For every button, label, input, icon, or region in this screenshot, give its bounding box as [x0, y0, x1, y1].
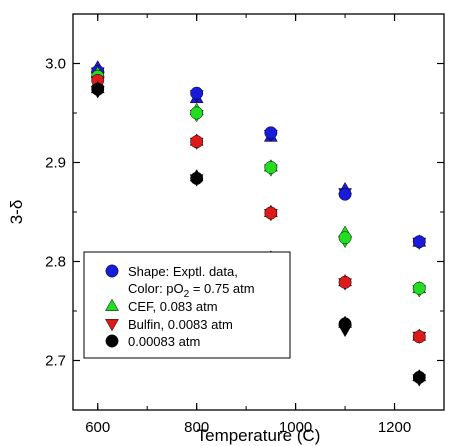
x-tick-label: 1200	[378, 419, 411, 436]
x-tick-label: 1000	[279, 419, 312, 436]
legend-entry: CEF, 0.083 atm	[105, 298, 218, 314]
x-tick-label: 800	[184, 419, 209, 436]
legend-entry: 0.00083 atm	[105, 334, 200, 349]
circle-marker	[190, 106, 204, 120]
y-tick-label: 2.8	[45, 254, 66, 271]
legend-marker	[105, 264, 119, 278]
y-tick-label: 2.7	[45, 353, 66, 370]
circle-marker	[412, 281, 426, 295]
legend: Shape: Exptl. data, Color: pO2 = 0.75 atm…	[83, 251, 291, 359]
legend-marker	[105, 334, 119, 348]
x-axis-label: Temperature (C)	[197, 426, 321, 445]
circle-marker	[338, 317, 352, 331]
x-tick-label: 600	[85, 419, 110, 436]
circle-marker	[412, 235, 426, 249]
circle-marker	[190, 86, 204, 100]
legend-entry: Bulfin, 0.0083 atm	[105, 317, 233, 332]
y-axis-label: 3-δ	[7, 200, 26, 225]
legend-marker	[105, 319, 119, 332]
data-markers	[90, 60, 427, 387]
legend-label: Shape: Exptl. data,	[128, 264, 238, 279]
circle-marker	[190, 135, 204, 149]
legend-marker	[105, 298, 119, 311]
y-tick-label: 3.0	[45, 56, 66, 73]
y-axis-ticks: 2.7 2.8 2.9 3.0	[45, 13, 444, 411]
circle-marker	[338, 275, 352, 289]
circle-marker	[264, 206, 278, 220]
circle-marker	[264, 126, 278, 140]
y-tick-label: 2.9	[45, 155, 66, 172]
circle-marker	[412, 330, 426, 344]
x-axis-ticks: 600 800 1000 1200	[85, 14, 445, 436]
series-0	[90, 60, 427, 251]
circle-marker	[190, 171, 204, 185]
circle-marker	[338, 187, 352, 201]
legend-label: 0.00083 atm	[128, 334, 200, 349]
legend-entry: Shape: Exptl. data, Color: pO2 = 0.75 atm	[105, 264, 255, 300]
legend-label: Bulfin, 0.0083 atm	[128, 317, 233, 332]
legend-label: CEF, 0.083 atm	[128, 299, 218, 314]
legend-label: Color: pO2 = 0.75 atm	[128, 281, 255, 300]
circle-marker	[264, 161, 278, 174]
circle-marker	[91, 82, 105, 96]
circle-marker	[338, 231, 352, 245]
circle-marker	[412, 370, 426, 384]
